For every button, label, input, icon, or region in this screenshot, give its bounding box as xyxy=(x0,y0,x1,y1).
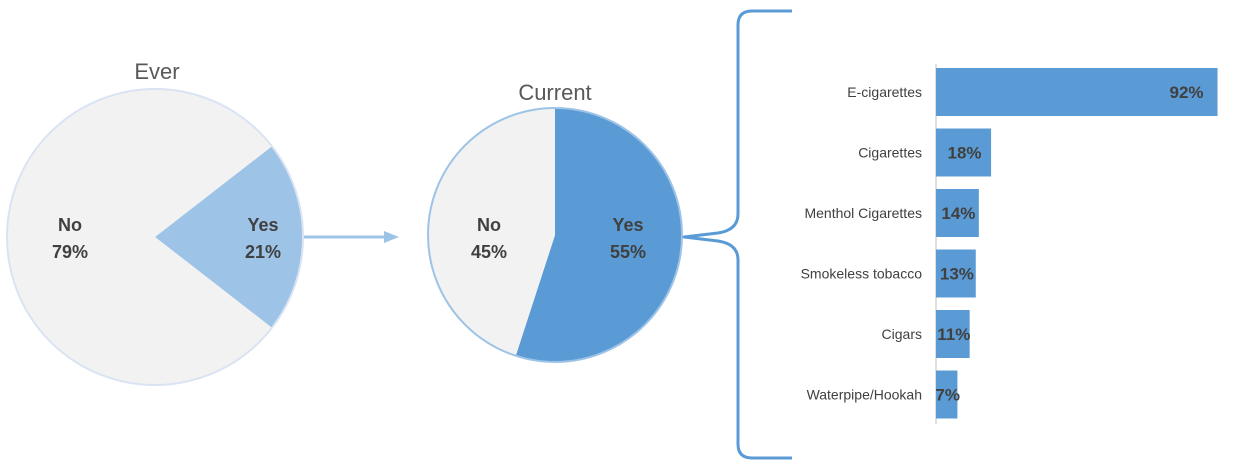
bar-category-label: Waterpipe/Hookah xyxy=(807,387,922,403)
bar-chart: E-cigarettes 92% Cigarettes 18% Menthol Ciga… xyxy=(801,64,1218,424)
bar-category-label: Cigars xyxy=(882,326,922,342)
current-no-value: 45% xyxy=(471,242,507,262)
bar xyxy=(936,68,1218,116)
pie-slice-no xyxy=(428,108,555,356)
bars: E-cigarettes 92% Cigarettes 18% Menthol Ciga… xyxy=(801,68,1218,419)
bar-category-label: Cigarettes xyxy=(858,145,922,161)
bar-value-label: 18% xyxy=(948,144,982,163)
ever-yes-label: Yes xyxy=(247,215,278,235)
pie-slice-yes xyxy=(155,146,304,328)
ever-title: Ever xyxy=(134,59,179,84)
current-no-label: No xyxy=(477,215,501,235)
bar xyxy=(936,249,976,298)
pie-outline xyxy=(6,88,304,386)
ever-yes-value: 21% xyxy=(245,242,281,262)
curly-bracket xyxy=(682,9,792,460)
current-yes-label: Yes xyxy=(612,215,643,235)
bar-value-label: 11% xyxy=(937,325,970,344)
bar-category-label: Menthol Cigarettes xyxy=(804,205,922,221)
current-title: Current xyxy=(518,80,591,105)
bar xyxy=(936,128,992,177)
bar-value-label: 14% xyxy=(941,204,975,223)
ever-slices xyxy=(6,88,304,386)
current-yes-value: 55% xyxy=(610,242,646,262)
bar-category-label: Smokeless tobacco xyxy=(801,266,923,282)
bar xyxy=(936,189,979,237)
current-slices xyxy=(427,107,683,363)
bar-value-label: 7% xyxy=(935,386,960,405)
ever-no-label: No xyxy=(58,215,82,235)
bar xyxy=(936,370,958,419)
bar-category-label: E-cigarettes xyxy=(847,84,922,100)
pie-outline xyxy=(427,107,683,363)
bar-value-label: 92% xyxy=(1169,83,1203,102)
pie-slice-no xyxy=(6,89,272,385)
ever-no-value: 79% xyxy=(52,242,88,262)
bar-value-label: 13% xyxy=(940,265,974,284)
current-pie: Current No 45% Yes 55% xyxy=(427,80,683,363)
bar xyxy=(936,310,970,358)
connector-arrowhead xyxy=(384,231,399,243)
pie-slice-yes xyxy=(515,108,682,362)
connector-arrow xyxy=(304,231,399,243)
ever-pie: Ever No 79% Yes 21% xyxy=(6,59,304,386)
